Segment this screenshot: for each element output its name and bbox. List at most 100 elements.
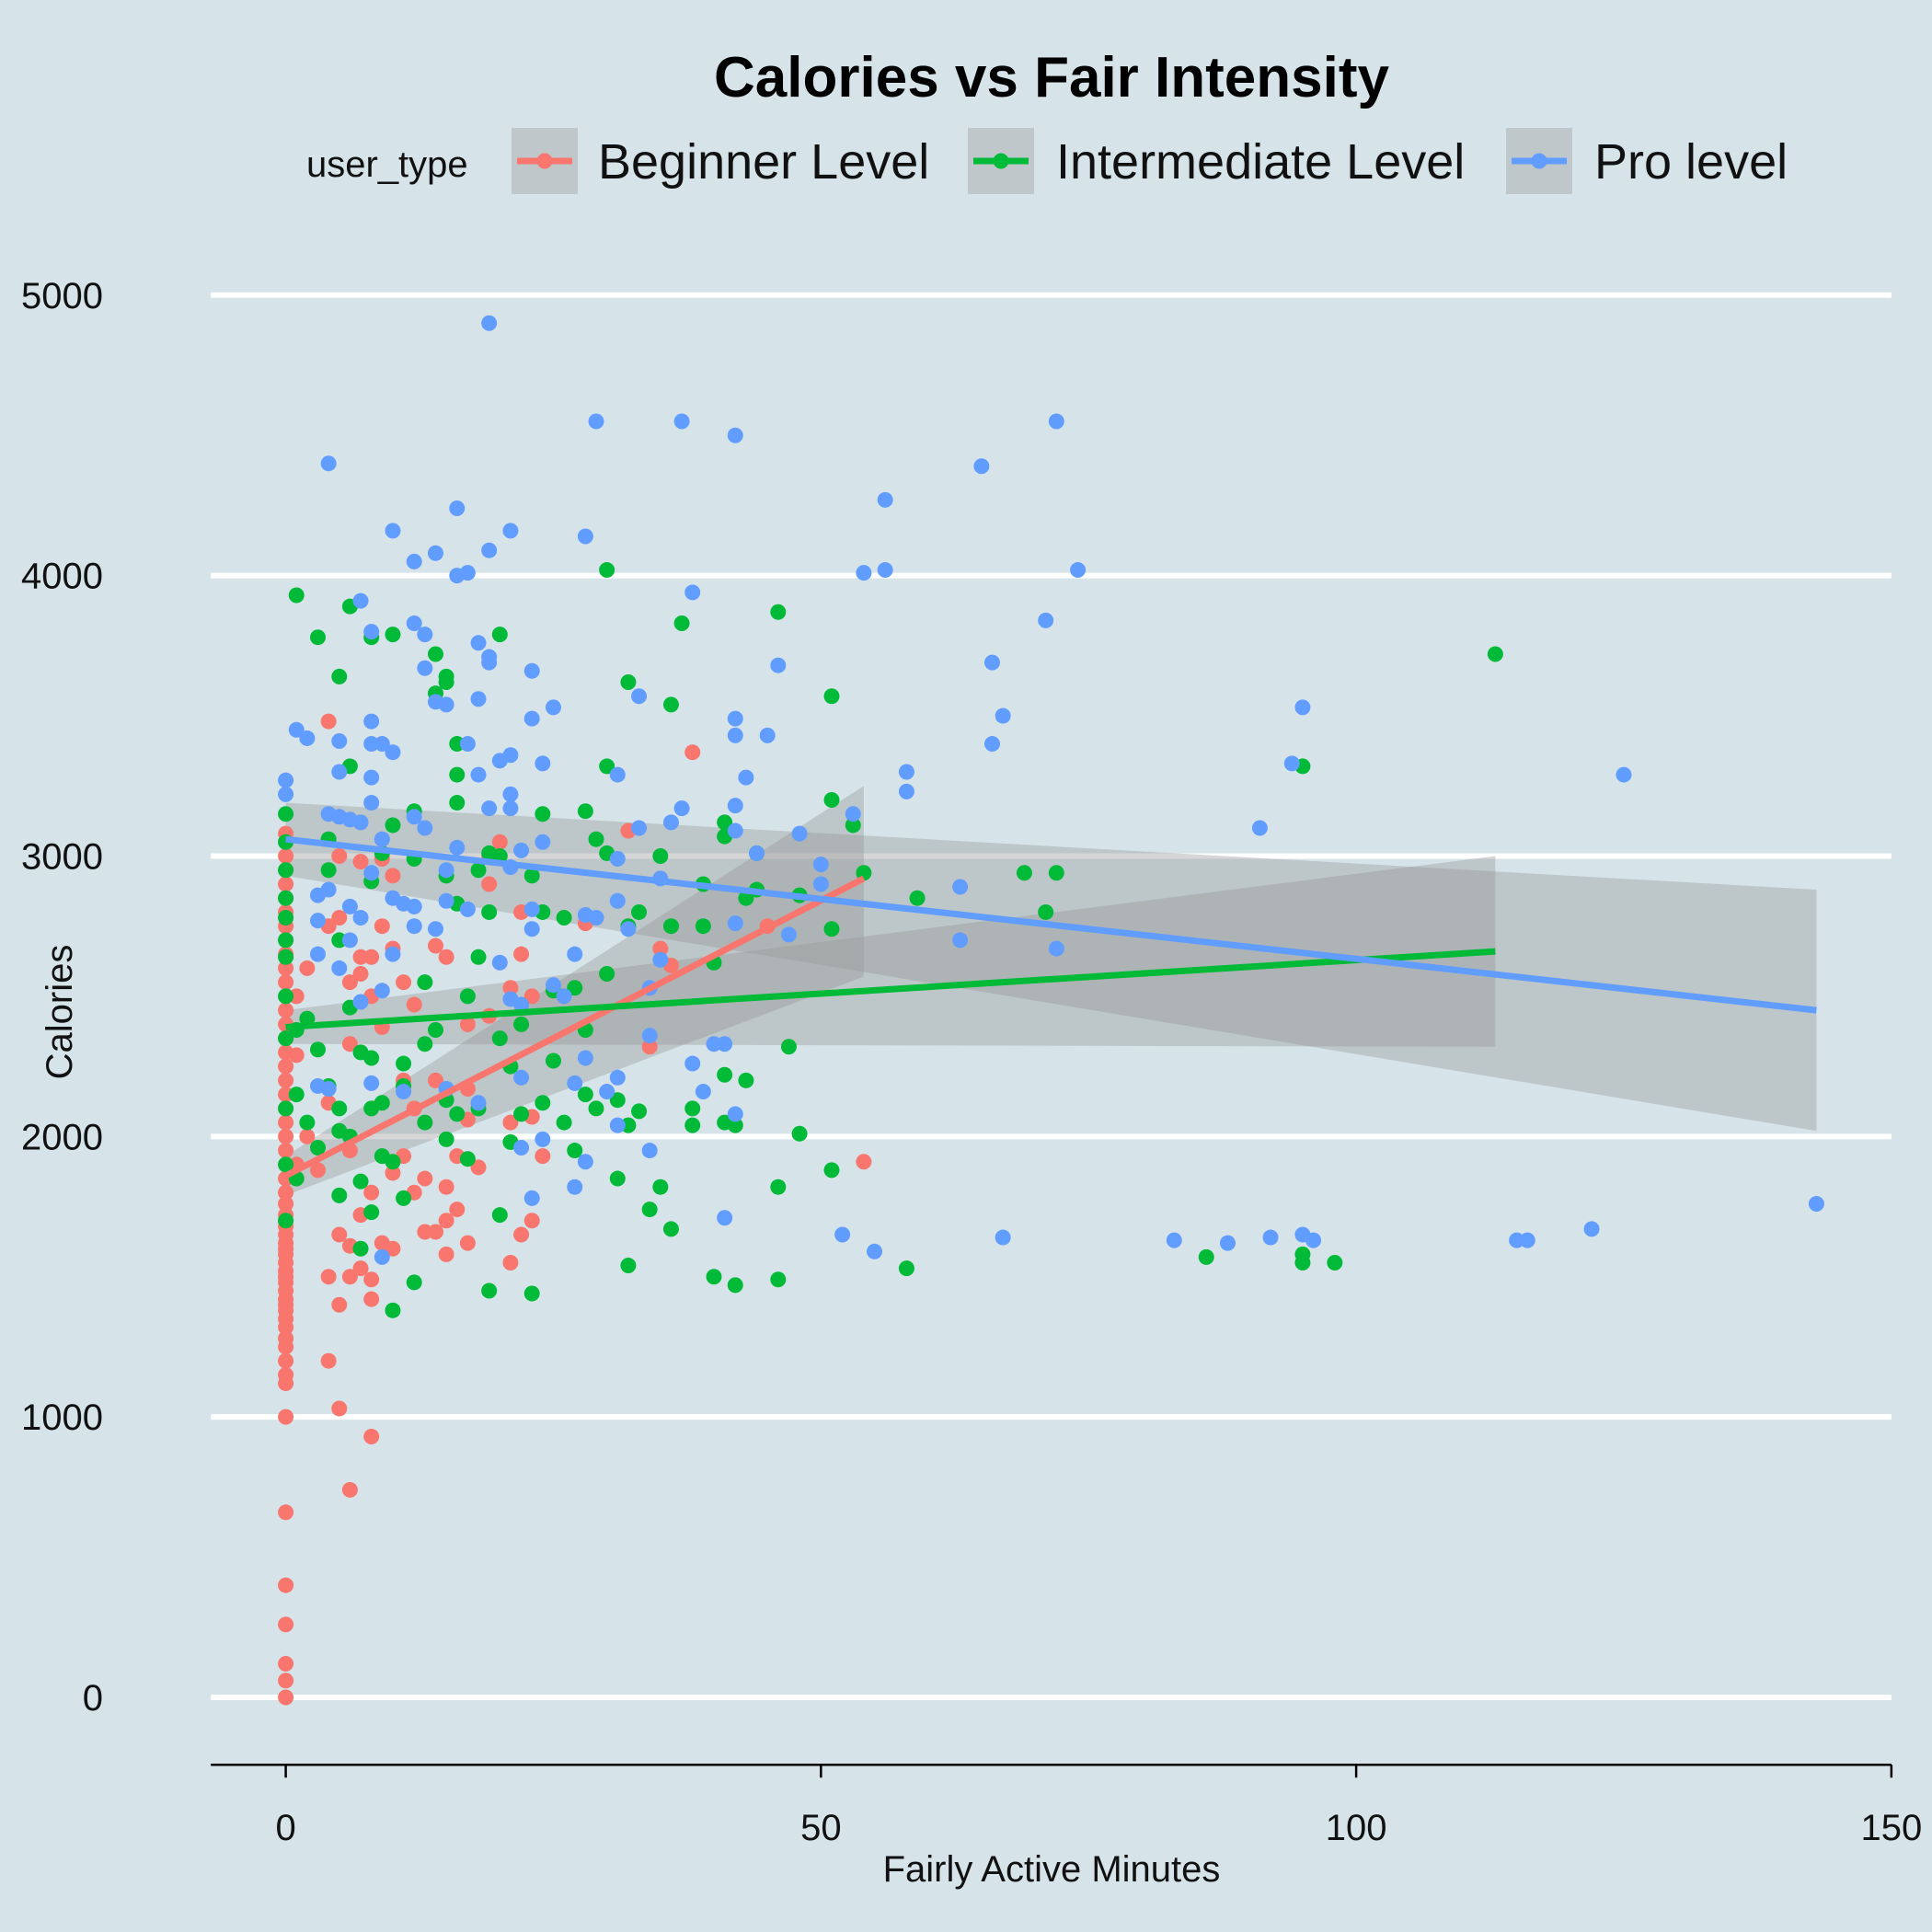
- data-point: [299, 730, 316, 746]
- y-tick-label: 4000: [21, 557, 103, 597]
- data-point: [288, 587, 305, 604]
- data-point: [363, 949, 380, 965]
- data-point: [984, 654, 1001, 671]
- data-point: [599, 1084, 615, 1100]
- data-point: [320, 455, 337, 472]
- data-point: [331, 932, 348, 949]
- data-point: [341, 1036, 358, 1052]
- data-point: [417, 1170, 433, 1187]
- data-point: [567, 1143, 583, 1159]
- data-point: [278, 1072, 294, 1088]
- data-point: [352, 814, 369, 831]
- data-point: [523, 710, 540, 727]
- data-point: [459, 988, 476, 1005]
- data-point: [299, 960, 316, 976]
- data-point: [898, 783, 914, 799]
- data-point: [449, 795, 466, 811]
- data-point: [385, 523, 401, 539]
- data-point: [577, 1154, 593, 1170]
- data-point: [320, 1269, 337, 1285]
- data-point: [481, 1282, 498, 1299]
- data-point: [363, 769, 380, 786]
- data-point: [952, 879, 969, 895]
- data-point: [363, 1204, 380, 1221]
- data-point: [320, 713, 337, 730]
- data-point: [363, 713, 380, 730]
- data-point: [812, 876, 829, 892]
- data-point: [299, 1114, 316, 1131]
- x-tick-label: 50: [800, 1808, 842, 1848]
- data-point: [1294, 699, 1311, 716]
- data-point: [620, 1117, 637, 1133]
- data-point: [631, 903, 648, 920]
- data-point: [641, 1039, 658, 1055]
- data-point: [278, 1030, 294, 1047]
- data-point: [1048, 940, 1064, 957]
- data-point: [599, 758, 615, 775]
- data-point: [363, 736, 380, 753]
- data-point: [523, 921, 540, 937]
- data-point: [385, 744, 401, 761]
- data-point: [684, 744, 701, 761]
- fit-line: [285, 948, 1496, 1030]
- data-point: [491, 627, 508, 643]
- data-point: [331, 1187, 348, 1203]
- data-point: [684, 584, 701, 601]
- data-point: [523, 901, 540, 917]
- data-point: [673, 615, 690, 631]
- data-point: [438, 949, 454, 965]
- data-point: [278, 1504, 294, 1521]
- data-point: [535, 755, 551, 772]
- data-point: [545, 1052, 561, 1069]
- grid-lines: [211, 292, 1892, 1700]
- data-point: [341, 1269, 358, 1285]
- data-point: [331, 1400, 348, 1417]
- data-point: [1294, 1254, 1311, 1271]
- data-point: [1305, 1232, 1322, 1248]
- data-point: [396, 974, 412, 991]
- fit-line: [285, 835, 1817, 1014]
- data-point: [535, 1148, 551, 1165]
- data-point: [438, 1131, 454, 1147]
- data-point: [310, 913, 327, 929]
- data-point: [352, 994, 369, 1010]
- data-point: [738, 769, 754, 786]
- data-point: [438, 1179, 454, 1195]
- data-point: [513, 1016, 530, 1032]
- data-point: [331, 847, 348, 864]
- data-point: [1048, 413, 1064, 430]
- data-point: [417, 820, 433, 836]
- data-point: [341, 1481, 358, 1498]
- data-point: [459, 1235, 476, 1251]
- data-point: [278, 890, 294, 906]
- data-point: [470, 766, 487, 783]
- data-point: [727, 1106, 743, 1122]
- data-point: [995, 1229, 1011, 1246]
- data-point: [577, 528, 593, 545]
- data-point: [684, 1100, 701, 1117]
- data-point: [823, 921, 840, 937]
- data-point: [577, 1087, 593, 1103]
- data-point: [417, 1224, 433, 1240]
- data-point: [706, 1269, 722, 1285]
- data-point: [363, 1075, 380, 1091]
- data-point: [341, 974, 358, 991]
- y-tick-label: 1000: [21, 1397, 103, 1438]
- data-point: [727, 822, 743, 839]
- data-point: [278, 1156, 294, 1173]
- data-point: [513, 1226, 530, 1243]
- data-point: [609, 851, 626, 868]
- data-point: [470, 635, 487, 651]
- data-point: [502, 747, 519, 764]
- data-point: [278, 949, 294, 965]
- data-point: [341, 898, 358, 914]
- data-point: [1016, 865, 1032, 881]
- data-point: [459, 565, 476, 581]
- data-point: [717, 1036, 733, 1052]
- data-point: [535, 1131, 551, 1147]
- data-point: [673, 413, 690, 430]
- data-point: [1487, 646, 1503, 662]
- data-point: [1198, 1248, 1214, 1265]
- data-point: [791, 1125, 808, 1142]
